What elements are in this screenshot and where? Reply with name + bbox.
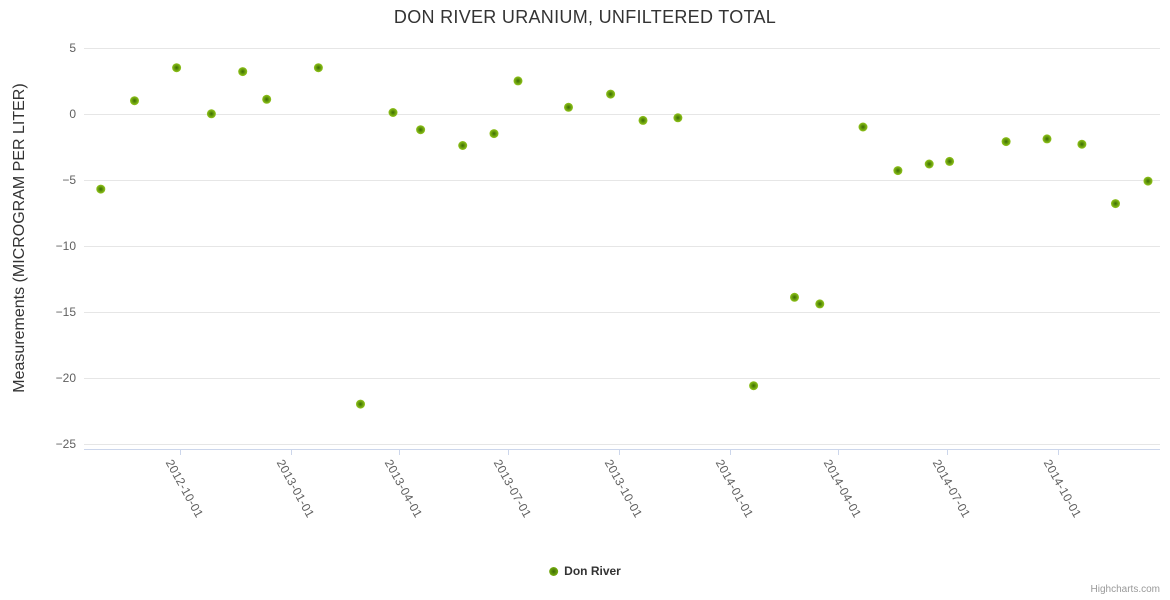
data-point[interactable] (513, 76, 523, 86)
data-point[interactable] (1111, 199, 1120, 209)
y-tick-label: −5 (62, 172, 76, 187)
data-point[interactable] (945, 156, 955, 166)
highcharts-credits-link[interactable]: Highcharts.com (1090, 584, 1160, 595)
data-point[interactable] (238, 67, 248, 77)
data-point[interactable] (172, 63, 182, 73)
data-point[interactable] (815, 299, 825, 309)
data-points (96, 63, 1153, 409)
data-point[interactable] (606, 89, 616, 99)
data-point[interactable] (1001, 137, 1011, 147)
chart-title: DON RIVER URANIUM, UNFILTERED TOTAL (393, 7, 777, 27)
data-point[interactable] (313, 63, 323, 73)
data-point[interactable] (262, 94, 272, 104)
data-point[interactable] (893, 166, 903, 176)
data-point[interactable] (790, 292, 799, 302)
data-point[interactable] (858, 122, 868, 132)
gridlines (84, 48, 1160, 445)
y-tick-label: 5 (69, 40, 76, 55)
legend-marker-icon (549, 566, 559, 576)
legend-label: Don River (564, 564, 621, 578)
data-point[interactable] (1042, 134, 1052, 144)
y-tick-label: −10 (55, 238, 76, 253)
data-point[interactable] (638, 115, 648, 125)
data-point[interactable] (673, 113, 683, 123)
y-tick-label: 0 (69, 106, 76, 121)
y-tick-label: −25 (55, 436, 76, 451)
data-point[interactable] (96, 184, 106, 194)
data-point[interactable] (356, 399, 365, 409)
data-point[interactable] (458, 141, 468, 150)
data-point[interactable] (416, 125, 426, 135)
data-point[interactable] (1077, 139, 1087, 149)
data-point[interactable] (564, 102, 573, 112)
data-point[interactable] (749, 381, 759, 391)
y-tick-label: −15 (55, 304, 76, 319)
x-axis-tick-marks (180, 449, 1059, 455)
data-point[interactable] (489, 129, 499, 139)
legend-item-don-river[interactable]: Don River (549, 564, 621, 578)
y-tick-label: −20 (55, 370, 76, 385)
data-point[interactable] (206, 109, 216, 119)
data-point[interactable] (924, 159, 934, 169)
data-point[interactable] (1143, 176, 1153, 186)
data-point[interactable] (130, 96, 139, 106)
data-point[interactable] (388, 108, 398, 117)
